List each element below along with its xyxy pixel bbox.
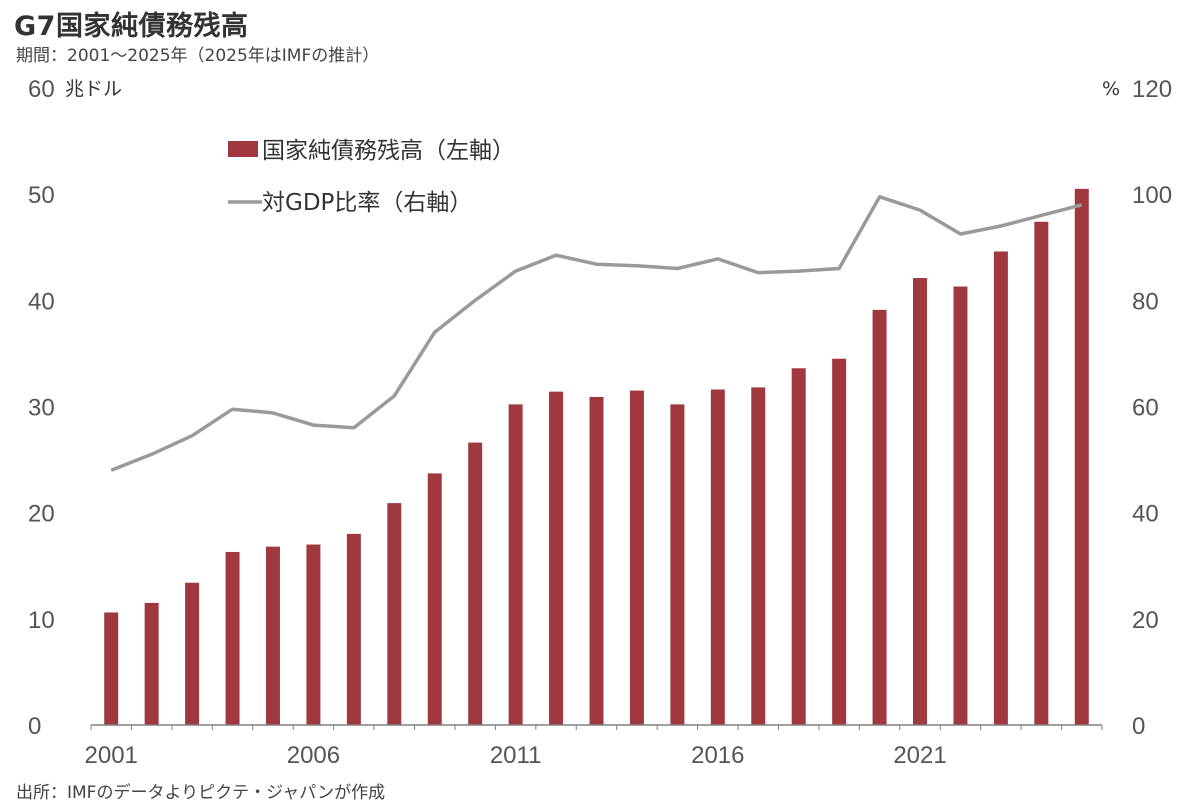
left-tick-label: 20 (28, 501, 55, 528)
bar (710, 389, 725, 725)
x-tick-label: 2001 (85, 742, 138, 769)
right-tick-label: 120 (1132, 76, 1172, 103)
bar (346, 533, 361, 725)
bar (104, 612, 119, 725)
bar (670, 404, 685, 725)
bar (265, 546, 280, 725)
legend-bar-label: 国家純債務残高（左軸） (262, 138, 515, 164)
bar (791, 368, 806, 725)
ratio-line-series (110, 195, 1083, 472)
right-tick-label: 60 (1132, 395, 1159, 422)
bar (185, 582, 200, 725)
bar (832, 358, 847, 725)
bar (1034, 221, 1049, 725)
right-tick-label: 40 (1132, 501, 1159, 528)
x-tick-label: 2021 (893, 742, 946, 769)
right-tick-label: 80 (1132, 288, 1159, 315)
bar (549, 391, 564, 725)
bar (629, 390, 644, 725)
right-tick-label: 0 (1132, 713, 1145, 740)
left-tick-label: 0 (28, 713, 41, 740)
bar (508, 404, 523, 725)
x-axis: 2001 2006 2011 2016 2021 (85, 725, 1103, 769)
bar (953, 286, 968, 725)
bar (225, 551, 240, 725)
left-tick-label: 40 (28, 288, 55, 315)
legend-line-label: 対GDP比率（右軸） (262, 190, 472, 216)
bar (306, 544, 321, 725)
left-axis-unit: 兆ドル (65, 78, 122, 100)
bar-series (104, 188, 1089, 725)
bar (387, 503, 402, 725)
x-tick-label: 2016 (691, 742, 744, 769)
x-tick-label: 2011 (490, 742, 542, 769)
chart-title: G7国家純債務残高 (14, 11, 249, 42)
bar (751, 387, 766, 725)
left-axis: 0 10 20 30 40 50 60 (28, 76, 55, 740)
bar (913, 278, 928, 725)
bar (427, 473, 442, 725)
right-tick-label: 20 (1132, 607, 1159, 634)
right-axis: 0 20 40 60 80 100 120 (1132, 76, 1172, 740)
left-tick-label: 60 (28, 76, 55, 103)
bar (1074, 188, 1089, 725)
source-note: 出所：IMFのデータよりピクテ・ジャパンが作成 (16, 783, 386, 803)
chart-subtitle: 期間：2001～2025年（2025年はIMFの推計） (16, 46, 380, 66)
bar (872, 309, 887, 725)
bar (144, 602, 159, 725)
bar (468, 442, 483, 725)
left-tick-label: 50 (28, 182, 55, 209)
right-axis-unit: % (1102, 78, 1120, 100)
bar (993, 251, 1008, 725)
legend-bar-swatch (228, 141, 258, 157)
legend: 国家純債務残高（左軸） 対GDP比率（右軸） (228, 138, 515, 216)
left-tick-label: 30 (28, 395, 55, 422)
bar (589, 396, 604, 725)
right-tick-label: 100 (1132, 182, 1172, 209)
x-tick-label: 2006 (287, 742, 340, 769)
left-tick-label: 10 (28, 607, 55, 634)
